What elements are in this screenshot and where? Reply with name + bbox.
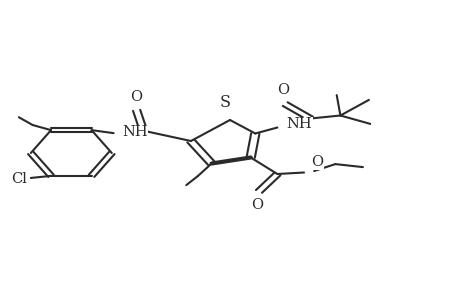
Text: S: S bbox=[219, 94, 230, 111]
Text: O: O bbox=[310, 155, 322, 169]
Text: O: O bbox=[130, 90, 142, 104]
Text: NH: NH bbox=[286, 118, 312, 131]
Text: O: O bbox=[276, 83, 288, 98]
Text: Cl: Cl bbox=[11, 172, 27, 186]
Text: O: O bbox=[251, 198, 263, 212]
Text: NH: NH bbox=[122, 125, 147, 139]
